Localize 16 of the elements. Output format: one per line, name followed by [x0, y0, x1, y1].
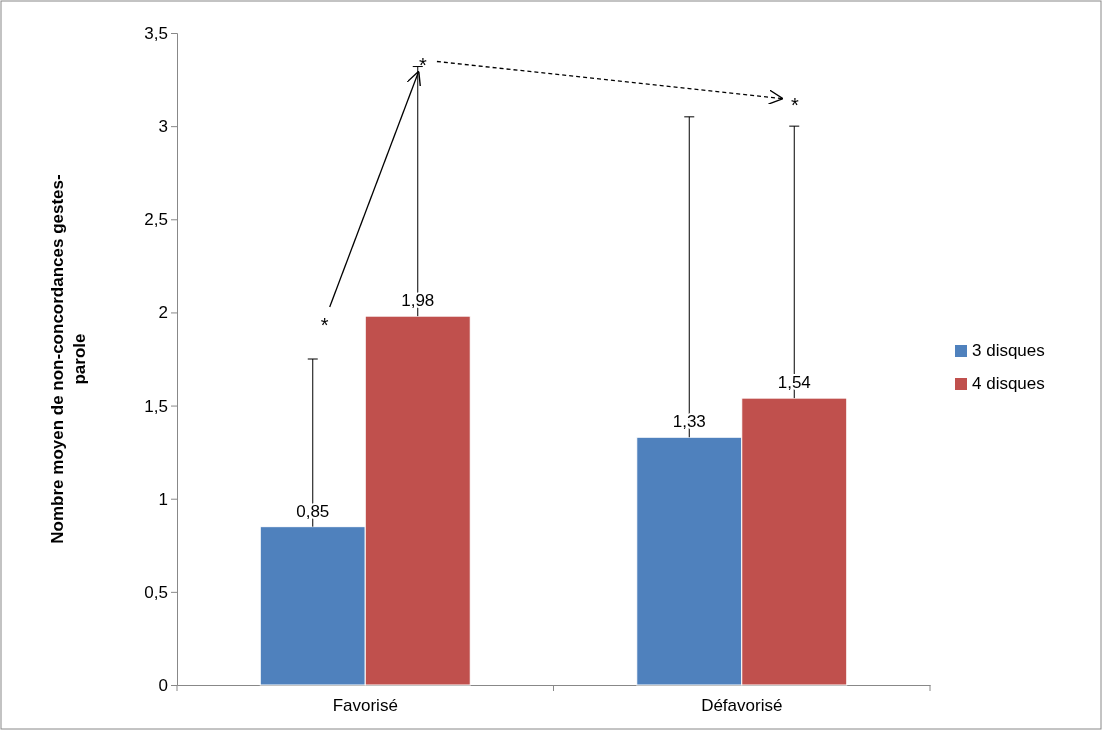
y-tick-label: 3 [158, 117, 168, 137]
annotation: * [419, 54, 428, 76]
x-tick-label: Défavorisé [701, 696, 783, 716]
y-tick-label: 3,5 [144, 23, 168, 43]
y-tick-label: 2 [158, 303, 168, 323]
y-tick-label: 2,5 [144, 210, 168, 230]
annotation: * [791, 94, 800, 116]
y-tick-label: 1 [158, 489, 168, 509]
legend-label: 3 disques [972, 341, 1045, 360]
x-tick-label: Favorisé [332, 696, 398, 716]
y-tick-label: 1,5 [144, 396, 168, 416]
y-tick-label: 0,5 [144, 582, 168, 602]
legend-label: 4 disques [972, 374, 1045, 393]
annotation: * [320, 314, 329, 336]
y-axis-title: Nombre moyen de non-concordances gestes-parole [48, 174, 89, 544]
y-tick-label: 0 [158, 675, 168, 695]
